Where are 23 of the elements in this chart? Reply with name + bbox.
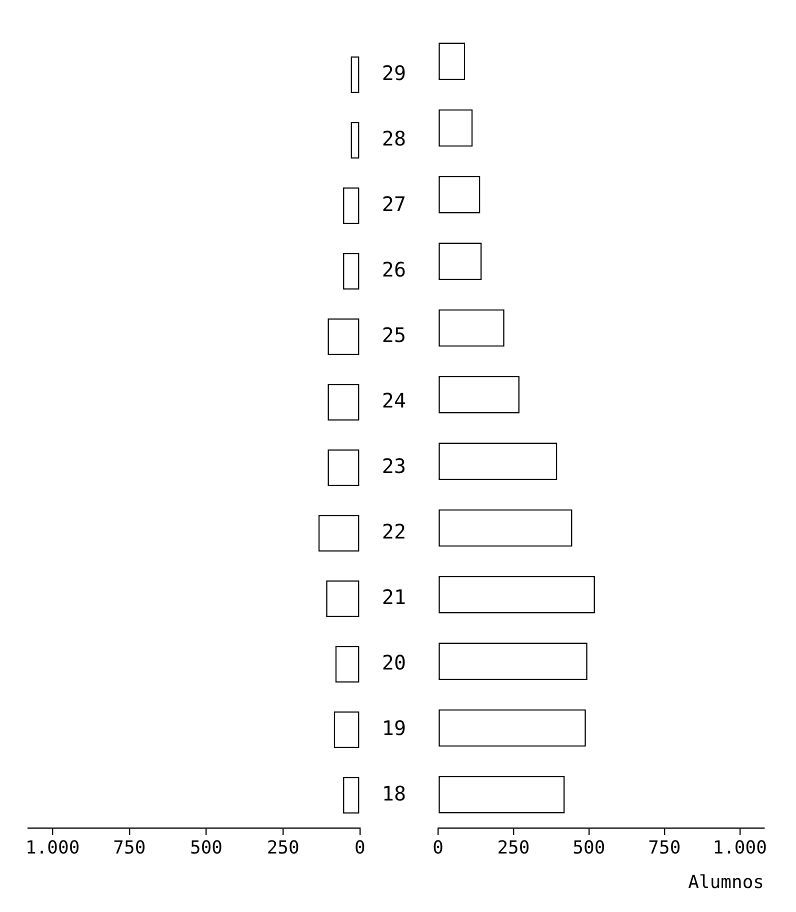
- y-tick-label: 19: [382, 716, 406, 740]
- x-tick-label: 500: [190, 837, 223, 858]
- x-tick-label: 0: [354, 837, 366, 858]
- y-tick-label: 21: [382, 584, 406, 609]
- x-axis-title: Alumnos: [688, 872, 764, 893]
- y-tick-label: 29: [382, 60, 406, 85]
- y-tick-label: 20: [382, 650, 406, 674]
- x-tick-label: 1.000: [712, 837, 767, 858]
- x-tick-label: 250: [497, 837, 530, 858]
- x-tick-label: 500: [572, 837, 606, 858]
- y-tick-label: 27: [382, 192, 406, 216]
- y-tick-label: 24: [382, 388, 406, 412]
- y-tick-label: 25: [382, 322, 406, 347]
- y-tick-label: 26: [382, 257, 406, 282]
- x-tick-label: 250: [266, 837, 300, 858]
- y-tick-label: 18: [382, 781, 406, 806]
- y-tick-label: 23: [382, 454, 406, 478]
- y-tick-label: 28: [382, 126, 406, 150]
- x-tick-label: 1.000: [25, 837, 80, 858]
- x-tick-label: 0: [432, 837, 444, 858]
- x-tick-label: 750: [113, 837, 146, 858]
- y-tick-label: 22: [382, 519, 406, 544]
- x-tick-label: 750: [648, 837, 681, 858]
